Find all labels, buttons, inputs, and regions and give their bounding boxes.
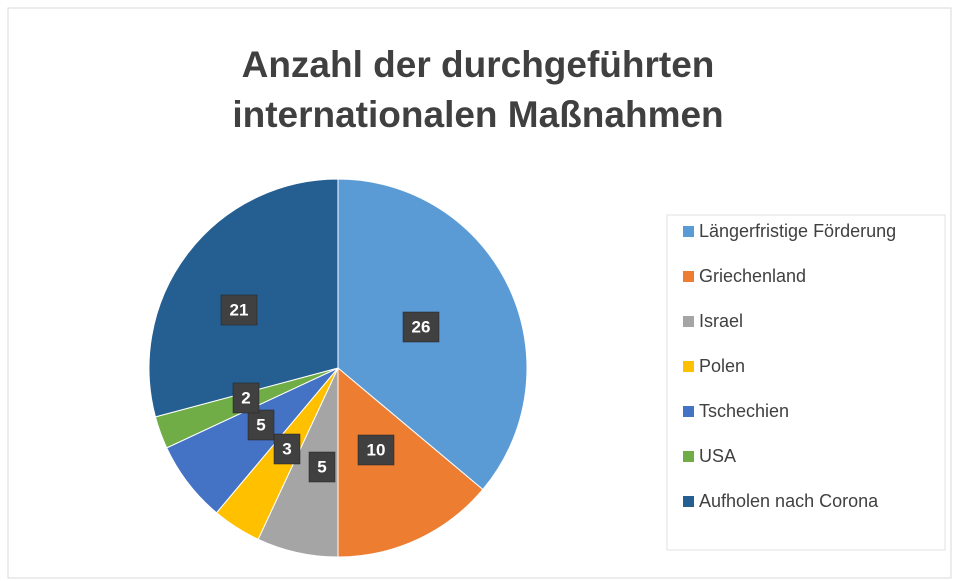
data-label: 26 <box>412 317 431 336</box>
legend-label: Längerfristige Förderung <box>699 221 896 241</box>
legend-swatch <box>683 406 694 417</box>
data-label-box <box>308 451 336 483</box>
data-label: 21 <box>230 300 249 319</box>
legend-label: Griechenland <box>699 266 806 286</box>
legend-label: Israel <box>699 311 743 331</box>
data-label-box <box>357 434 395 466</box>
legend-swatch <box>683 226 694 237</box>
legend-swatch <box>683 361 694 372</box>
legend-swatch <box>683 496 694 507</box>
data-label-box <box>247 409 275 441</box>
legend-label: Polen <box>699 356 745 376</box>
data-label: 3 <box>282 439 291 458</box>
legend-label: Aufholen nach Corona <box>699 491 879 511</box>
data-label-box <box>273 433 301 465</box>
legend-box <box>666 214 946 551</box>
legend-label: USA <box>699 446 736 466</box>
data-label: 2 <box>241 388 250 407</box>
pie-slice <box>337 366 484 558</box>
legend-swatch <box>683 451 694 462</box>
legend-swatch <box>683 316 694 327</box>
data-label: 10 <box>367 440 386 459</box>
data-label: 5 <box>317 457 326 476</box>
data-label-box <box>220 294 258 326</box>
legend-swatch <box>683 271 694 282</box>
legend-label: Tschechien <box>699 401 789 421</box>
data-label-box <box>232 382 260 414</box>
chart-title: Anzahl der durchgeführten internationale… <box>232 44 724 135</box>
data-label: 5 <box>256 415 265 434</box>
data-label-box <box>402 311 440 343</box>
